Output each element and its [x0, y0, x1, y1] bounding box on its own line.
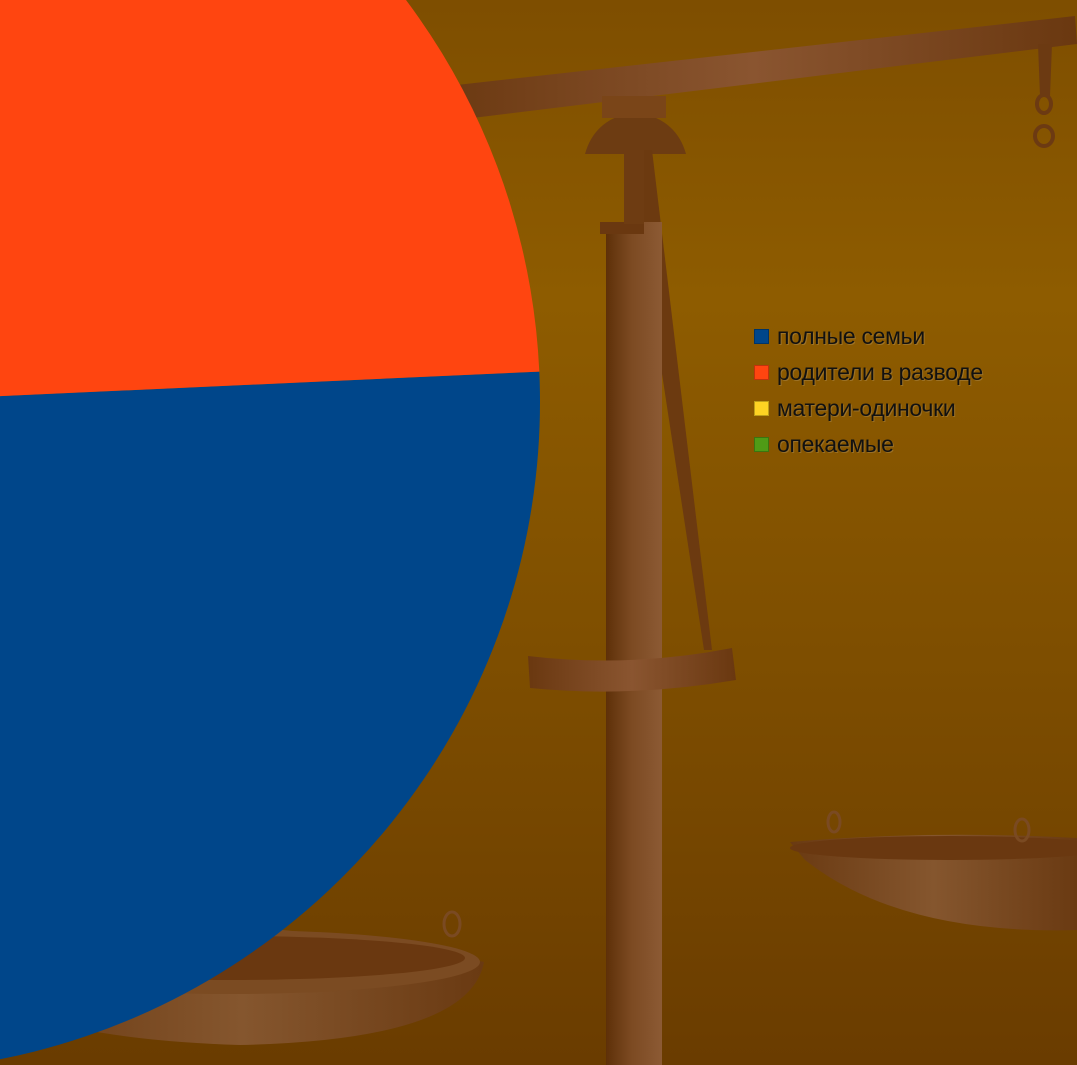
scales-beam [430, 16, 1077, 122]
legend-swatch [754, 436, 769, 452]
right-pan-ring-b [1013, 817, 1031, 843]
right-pan-rim [790, 836, 1077, 860]
pole-collar [600, 222, 644, 234]
legend-item: родители в разводе [754, 358, 983, 386]
legend-label: опекаемые [777, 430, 894, 457]
legend-swatch [754, 364, 769, 380]
right-pan-ring-a [826, 810, 842, 834]
scales-pole [606, 222, 662, 1065]
legend-item: полные семьи [754, 322, 983, 350]
pivot-block [602, 96, 666, 118]
chart-legend: полные семьи родители в разводе матери-о… [754, 322, 983, 458]
crossbar [528, 648, 736, 692]
legend-item: матери-одиночки [754, 394, 983, 422]
pie-slice [0, 371, 540, 1060]
left-pan-ring [442, 910, 462, 938]
pie-chart [0, 0, 540, 1060]
pie-slice [0, 0, 540, 397]
legend-swatch [754, 400, 769, 416]
hanger-ring [1035, 93, 1053, 115]
legend-item: опекаемые [754, 430, 983, 458]
pivot-cap [585, 112, 686, 154]
legend-label: полные семьи [777, 322, 925, 349]
pole-top [624, 150, 644, 224]
legend-label: родители в разводе [777, 358, 983, 385]
beam-end-hook [1038, 44, 1052, 96]
legend-label: матери-одиночки [777, 394, 956, 421]
hanger-ring-lower [1033, 124, 1055, 148]
legend-swatch [754, 328, 769, 344]
